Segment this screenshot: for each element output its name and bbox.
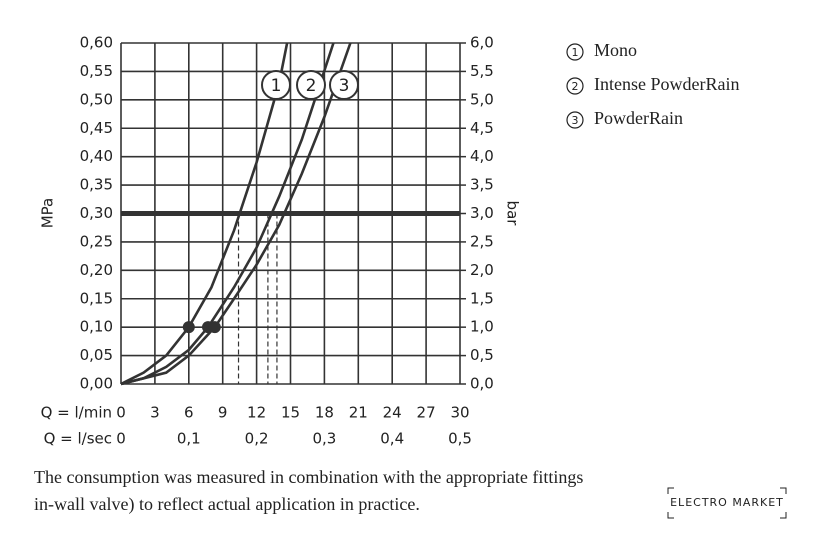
legend-label: PowderRain xyxy=(594,108,683,128)
curve xyxy=(120,42,289,386)
y2-axis-label: bar xyxy=(504,201,522,227)
y-axis-label: MPa xyxy=(39,198,57,229)
legend-tag: 1 xyxy=(572,46,579,59)
curve-tag: 3 xyxy=(339,76,350,96)
x-tick-label: 9 xyxy=(218,404,228,422)
y2-tick-label: 4,5 xyxy=(470,119,494,137)
curve xyxy=(120,42,352,386)
y2-tick-label: 0,0 xyxy=(470,375,494,393)
y-tick-label: 0,05 xyxy=(80,346,113,364)
legend-label: Intense PowderRain xyxy=(594,74,739,94)
y-tick-label: 0,25 xyxy=(80,232,113,250)
x2-tick-label: 0,5 xyxy=(448,430,472,448)
legend-tag-circle xyxy=(566,111,584,129)
x-axis-label: Q = l/min xyxy=(41,404,112,422)
x-tick-label: 3 xyxy=(150,404,160,422)
legend-tag-circle xyxy=(566,43,584,61)
y2-tick-label: 6,0 xyxy=(470,34,494,52)
caption: in-wall valve) to reflect actual applica… xyxy=(34,494,420,515)
curve-tag: 2 xyxy=(306,76,317,96)
x-tick-label: 6 xyxy=(184,404,194,422)
x2-tick-label: 0,1 xyxy=(177,430,201,448)
y-tick-label: 0,10 xyxy=(80,318,113,336)
legend-tag: 2 xyxy=(572,80,579,93)
operating-point xyxy=(208,321,221,334)
curve-tag: 1 xyxy=(271,76,282,96)
watermark: ELECTRO MARKET xyxy=(670,496,784,509)
y-tick-label: 0,15 xyxy=(80,289,113,307)
y2-tick-label: 0,5 xyxy=(470,346,494,364)
curve-tag-circle xyxy=(329,70,359,100)
y2-tick-label: 4,0 xyxy=(470,147,494,165)
curve-tag-circle xyxy=(296,70,326,100)
curve-tag-circle xyxy=(261,70,291,100)
x2-tick-label: 0,2 xyxy=(245,430,269,448)
logo-frame xyxy=(667,487,787,519)
x-tick-label: 27 xyxy=(417,404,436,422)
y2-tick-label: 5,5 xyxy=(470,62,494,80)
y-tick-label: 0,55 xyxy=(80,62,113,80)
y-tick-label: 0,20 xyxy=(80,261,113,279)
x-tick-label: 24 xyxy=(383,404,402,422)
y-tick-label: 0,00 xyxy=(80,375,113,393)
y-tick-label: 0,30 xyxy=(80,204,113,222)
y2-tick-label: 3,0 xyxy=(470,204,494,222)
y2-tick-label: 1,0 xyxy=(470,318,494,336)
operating-point xyxy=(182,321,195,334)
y2-tick-label: 5,0 xyxy=(470,90,494,108)
x-tick-label: 21 xyxy=(349,404,368,422)
legend-label: Mono xyxy=(594,40,637,60)
caption: The consumption was measured in combinat… xyxy=(34,467,583,487)
y2-tick-label: 1,5 xyxy=(470,289,494,307)
y2-tick-label: 3,5 xyxy=(470,176,494,194)
x2-tick-label: 0,4 xyxy=(380,430,404,448)
x-tick-label: 12 xyxy=(247,404,266,422)
x2-tick-label: 0 xyxy=(116,430,126,448)
x2-tick-label: 0,3 xyxy=(312,430,336,448)
y-tick-label: 0,35 xyxy=(80,176,113,194)
x-tick-label: 0 xyxy=(116,404,126,422)
x2-axis-label: Q = l/sec xyxy=(44,430,112,448)
y-tick-label: 0,40 xyxy=(80,147,113,165)
y2-tick-label: 2,0 xyxy=(470,261,494,279)
y-tick-label: 0,60 xyxy=(80,34,113,52)
y-tick-label: 0,50 xyxy=(80,90,113,108)
y2-tick-label: 2,5 xyxy=(470,232,494,250)
x-tick-label: 15 xyxy=(281,404,300,422)
y-tick-label: 0,45 xyxy=(80,119,113,137)
legend-tag-circle xyxy=(566,77,584,95)
curve xyxy=(120,42,335,386)
legend-tag: 3 xyxy=(572,114,579,127)
x-tick-label: 30 xyxy=(450,404,469,422)
x-tick-label: 18 xyxy=(315,404,334,422)
